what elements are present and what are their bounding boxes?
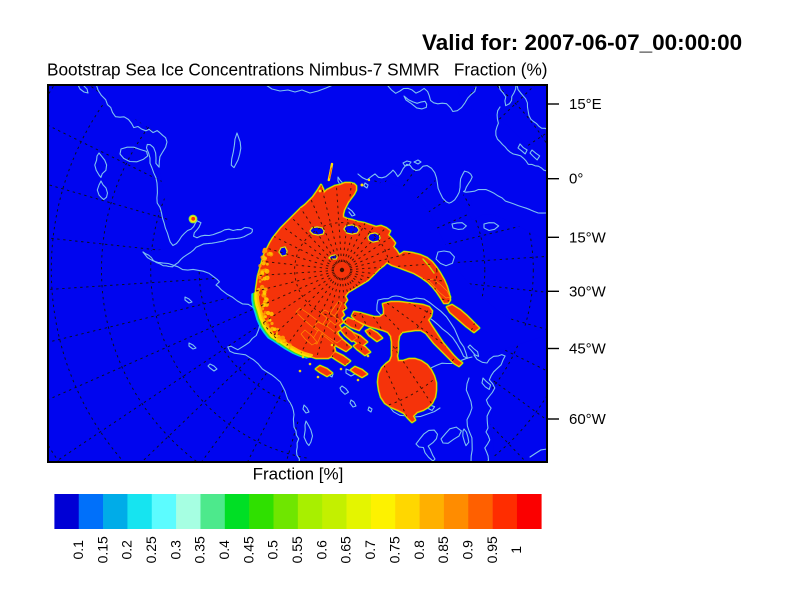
svg-text:0.95: 0.95: [484, 536, 500, 563]
svg-text:0.2: 0.2: [119, 540, 135, 560]
svg-text:30°W: 30°W: [569, 283, 607, 300]
svg-text:0.7: 0.7: [362, 540, 378, 560]
svg-text:15°E: 15°E: [569, 96, 602, 113]
svg-text:Bootstrap Sea Ice Concentratio: Bootstrap Sea Ice Concentrations Nimbus-…: [47, 59, 548, 79]
svg-text:Valid for: 2007-06-07_00:00:00: Valid for: 2007-06-07_00:00:00: [422, 30, 742, 55]
svg-text:0.1: 0.1: [70, 540, 86, 560]
svg-text:0.4: 0.4: [216, 540, 232, 560]
svg-text:0.6: 0.6: [313, 540, 329, 560]
svg-text:1: 1: [508, 546, 524, 554]
svg-text:0.5: 0.5: [265, 540, 281, 560]
svg-text:0.85: 0.85: [435, 536, 451, 563]
svg-text:0.35: 0.35: [192, 536, 208, 563]
svg-text:60°W: 60°W: [569, 411, 607, 428]
svg-text:0.3: 0.3: [167, 540, 183, 560]
svg-text:0.45: 0.45: [240, 536, 256, 563]
svg-text:0.75: 0.75: [386, 536, 402, 563]
svg-text:Fraction [%]: Fraction [%]: [253, 465, 344, 484]
svg-text:15°W: 15°W: [569, 229, 607, 246]
svg-text:45°W: 45°W: [569, 341, 607, 358]
svg-text:0.15: 0.15: [94, 536, 110, 563]
svg-text:0°: 0°: [569, 171, 583, 188]
svg-text:0.9: 0.9: [460, 540, 476, 560]
svg-text:0.55: 0.55: [289, 536, 305, 563]
svg-text:0.65: 0.65: [338, 536, 354, 563]
svg-text:0.8: 0.8: [411, 540, 427, 560]
svg-text:0.25: 0.25: [143, 536, 159, 563]
